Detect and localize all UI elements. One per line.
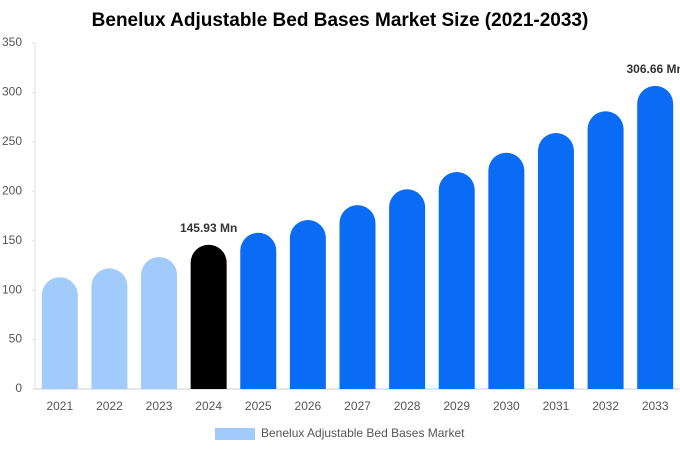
x-tick-label: 2022: [96, 399, 123, 413]
bar: [41, 277, 78, 389]
y-tick-label: 200: [2, 183, 22, 197]
x-tick-label: 2025: [245, 399, 272, 413]
x-tick-label: 2033: [642, 399, 669, 413]
x-tick-label: 2026: [295, 399, 322, 413]
bar: [141, 257, 178, 389]
bar: [587, 111, 624, 389]
legend-swatch: [215, 428, 255, 440]
x-tick-label: 2030: [493, 399, 520, 413]
bar: [289, 219, 326, 389]
bar: [190, 244, 227, 389]
y-tick-label: 150: [2, 233, 22, 247]
x-tick-label: 2023: [146, 399, 173, 413]
legend-label: Benelux Adjustable Bed Bases Market: [261, 426, 465, 440]
x-tick-label: 2027: [344, 399, 371, 413]
bar: [389, 189, 426, 389]
bar: [537, 132, 574, 389]
bar: [240, 232, 277, 389]
x-tick-label: 2028: [394, 399, 421, 413]
y-tick-label: 300: [2, 85, 22, 99]
y-tick-label: 250: [2, 134, 22, 148]
bar: [91, 268, 128, 389]
bar: [339, 205, 376, 389]
x-tick-label: 2031: [543, 399, 570, 413]
x-tick-label: 2024: [195, 399, 222, 413]
value-label: 145.93 Mn: [180, 221, 237, 235]
bar: [637, 85, 674, 389]
y-tick-label: 50: [9, 332, 23, 346]
value-label: 306.66 Mn: [627, 62, 680, 76]
y-tick-label: 350: [2, 35, 22, 49]
x-tick-label: 2021: [46, 399, 73, 413]
y-tick-label: 0: [15, 381, 22, 395]
x-tick-label: 2029: [443, 399, 470, 413]
bar: [438, 172, 475, 389]
y-tick-label: 100: [2, 282, 22, 296]
bar: [488, 152, 525, 389]
chart-title: Benelux Adjustable Bed Bases Market Size…: [92, 10, 589, 31]
x-tick-label: 2032: [592, 399, 619, 413]
